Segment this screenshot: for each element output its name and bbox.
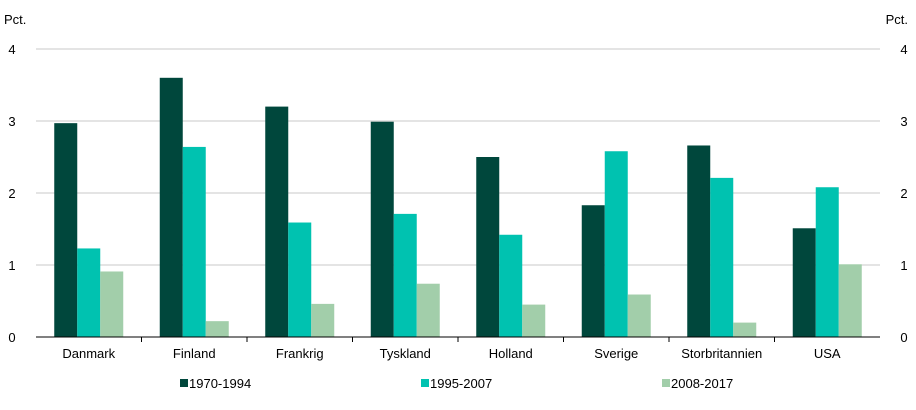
legend-label: 1995-2007 bbox=[430, 376, 492, 391]
y-tick-label-right: 2 bbox=[900, 186, 907, 201]
bar-holland-1970-1994 bbox=[476, 157, 500, 337]
y-tick-label-left: 1 bbox=[8, 258, 15, 273]
y-tick-label-left: 2 bbox=[8, 186, 15, 201]
bar-tyskland-1970-1994 bbox=[370, 121, 394, 337]
legend-label: 1970-1994 bbox=[189, 376, 251, 391]
x-axis: Danmark Finland Frankrig Tyskland Holland Sve… bbox=[36, 336, 880, 361]
bars bbox=[54, 77, 862, 338]
y-tick-label-right: 3 bbox=[900, 114, 907, 129]
bar-frankrig-1995-2007 bbox=[288, 222, 312, 337]
bar-finland-1970-1994 bbox=[159, 77, 183, 338]
bar-holland-2008-2017 bbox=[522, 304, 546, 337]
bar-storbritannien-1995-2007 bbox=[710, 177, 734, 337]
bar-usa-1970-1994 bbox=[792, 228, 816, 337]
bar-usa-1995-2007 bbox=[815, 187, 839, 337]
x-tick-label: Storbritannien bbox=[681, 346, 762, 361]
y-tick-label-right: 0 bbox=[900, 330, 907, 345]
legend-swatch bbox=[180, 379, 188, 387]
x-tick-label: Danmark bbox=[62, 346, 115, 361]
legend-swatch bbox=[662, 379, 670, 387]
x-tick-label: Tyskland bbox=[380, 346, 431, 361]
bar-holland-1995-2007 bbox=[499, 234, 523, 337]
bar-finland-1995-2007 bbox=[182, 146, 206, 337]
bar-frankrig-2008-2017 bbox=[311, 303, 335, 337]
bar-danmark-1995-2007 bbox=[77, 248, 101, 337]
bar-danmark-1970-1994 bbox=[54, 123, 78, 337]
bar-sverige-2008-2017 bbox=[627, 294, 651, 337]
legend-swatch bbox=[421, 379, 429, 387]
bar-storbritannien-1970-1994 bbox=[687, 145, 711, 337]
y-axis-ticks: 0 0 1 1 2 2 3 3 4 4 bbox=[8, 42, 907, 345]
bar-tyskland-2008-2017 bbox=[416, 283, 440, 337]
bar-storbritannien-2008-2017 bbox=[733, 322, 757, 337]
x-tick-label: Finland bbox=[173, 346, 216, 361]
bar-usa-2008-2017 bbox=[838, 264, 862, 337]
bar-finland-2008-2017 bbox=[205, 321, 229, 337]
y-tick-label-right: 1 bbox=[900, 258, 907, 273]
bar-sverige-1995-2007 bbox=[604, 151, 628, 337]
x-tick-label: USA bbox=[814, 346, 841, 361]
y-tick-label-left: 4 bbox=[8, 42, 15, 57]
bar-sverige-1970-1994 bbox=[581, 205, 605, 337]
y-axis-unit-right: Pct. bbox=[886, 12, 908, 27]
bar-tyskland-1995-2007 bbox=[393, 213, 417, 337]
y-tick-label-left: 3 bbox=[8, 114, 15, 129]
x-tick-label: Holland bbox=[489, 346, 533, 361]
legend: 1970-1994 1995-2007 2008-2017 bbox=[180, 376, 733, 391]
y-axis-unit-left: Pct. bbox=[4, 12, 26, 27]
x-tick-label: Frankrig bbox=[276, 346, 324, 361]
bar-frankrig-1970-1994 bbox=[265, 106, 289, 337]
y-tick-label-right: 4 bbox=[900, 42, 907, 57]
legend-label: 2008-2017 bbox=[671, 376, 733, 391]
y-tick-label-left: 0 bbox=[8, 330, 15, 345]
x-tick-label: Sverige bbox=[594, 346, 638, 361]
bar-danmark-2008-2017 bbox=[100, 271, 124, 337]
